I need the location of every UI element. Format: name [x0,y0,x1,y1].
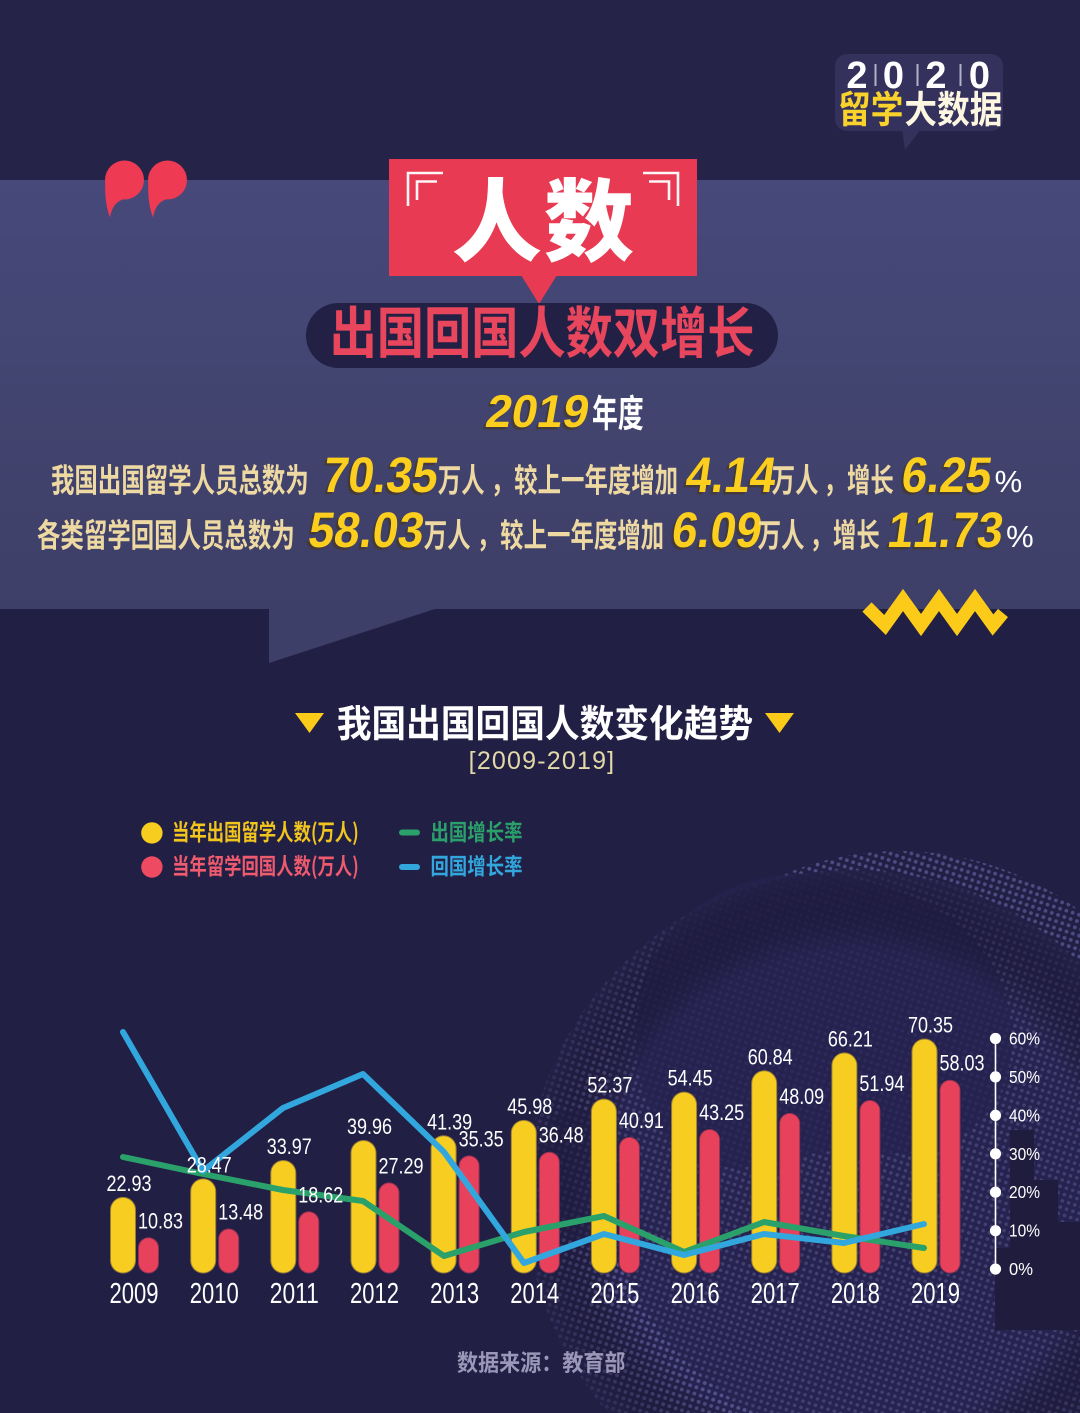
svg-text:%: % [995,464,1023,499]
svg-text:39.96: 39.96 [347,1114,392,1139]
svg-text:66.21: 66.21 [828,1026,873,1051]
svg-text:2015: 2015 [590,1278,639,1310]
svg-text:2011: 2011 [270,1278,319,1310]
svg-text:2: 2 [925,55,946,97]
svg-text:41.39: 41.39 [427,1109,472,1134]
svg-text:40%: 40% [1009,1105,1040,1125]
svg-text:0: 0 [969,55,990,97]
svg-text:40.91: 40.91 [619,1108,664,1133]
svg-text:35.35: 35.35 [459,1126,504,1151]
svg-text:28.47: 28.47 [187,1152,232,1177]
svg-text:%: % [1006,519,1034,554]
svg-text:58.03: 58.03 [940,1051,985,1076]
svg-text:30%: 30% [1009,1144,1040,1164]
svg-text:2018: 2018 [831,1278,880,1310]
svg-text:0%: 0% [1009,1259,1033,1279]
svg-text:2012: 2012 [350,1278,399,1310]
svg-text:2: 2 [846,55,867,97]
svg-text:27.29: 27.29 [379,1153,424,1178]
svg-text:[2009-2019]: [2009-2019] [469,747,616,775]
svg-text:54.45: 54.45 [668,1066,713,1091]
svg-text:36.48: 36.48 [539,1123,584,1148]
svg-text:20%: 20% [1009,1182,1040,1202]
svg-text:0: 0 [883,55,904,97]
svg-text:43.25: 43.25 [699,1100,744,1125]
svg-text:52.37: 52.37 [587,1073,632,1098]
svg-text:2014: 2014 [510,1278,559,1310]
svg-text:60.84: 60.84 [748,1044,793,1069]
svg-text:48.09: 48.09 [779,1084,824,1109]
svg-text:22.93: 22.93 [107,1171,152,1196]
svg-text:10%: 10% [1009,1221,1040,1241]
svg-text:45.98: 45.98 [507,1094,552,1119]
svg-text:18.62: 18.62 [298,1182,343,1207]
svg-text:2016: 2016 [671,1278,720,1310]
svg-text:2013: 2013 [430,1278,479,1310]
svg-text:13.48: 13.48 [218,1200,263,1225]
svg-text:2010: 2010 [190,1278,239,1310]
svg-text:2019: 2019 [911,1278,960,1310]
svg-text:50%: 50% [1009,1067,1040,1087]
svg-text:51.94: 51.94 [859,1071,904,1096]
svg-text:60%: 60% [1009,1029,1040,1049]
svg-text:70.35: 70.35 [908,1013,953,1038]
svg-text:33.97: 33.97 [267,1134,312,1159]
svg-text:2009: 2009 [110,1278,159,1310]
svg-text:2017: 2017 [751,1278,800,1310]
svg-text:10.83: 10.83 [138,1208,183,1233]
